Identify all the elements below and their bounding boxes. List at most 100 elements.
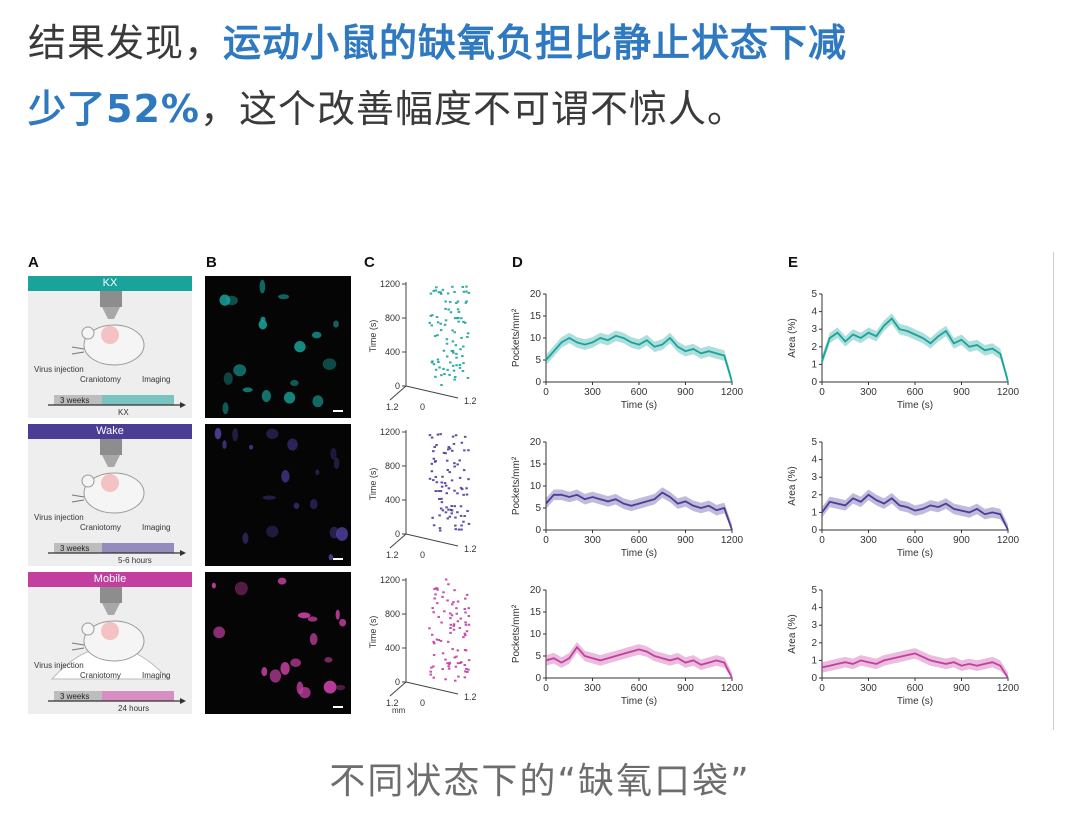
raster-event <box>459 617 463 620</box>
series-line <box>821 652 1009 679</box>
error-band <box>546 330 732 382</box>
raster-event <box>454 528 457 531</box>
raster-event <box>462 469 466 472</box>
raster-event <box>433 642 436 645</box>
raster-event <box>467 522 471 525</box>
raster-event <box>465 487 468 490</box>
raster-event <box>459 486 463 489</box>
line-chart-d-kx: 0 5 10 15 20 0 300 600 900 1200 Time (s) Pockets/mm… <box>510 276 750 418</box>
whiskers-icon <box>71 494 85 503</box>
x-tick-label: 0 <box>819 387 825 398</box>
raster-event <box>458 366 462 369</box>
raster-event <box>439 329 443 332</box>
raster-event <box>467 449 470 452</box>
hypoxic-pocket-spot <box>293 502 300 509</box>
raster-ytick-label: 800 <box>385 461 400 471</box>
raster-event <box>438 498 441 501</box>
hypoxic-pocket-spot <box>258 319 268 330</box>
raster-xtick-right: 1.2 <box>464 544 477 554</box>
figure-right-border <box>1053 252 1054 730</box>
hypoxic-pocket-spot <box>309 498 318 510</box>
raster-event <box>432 289 436 292</box>
y-tick-label: 15 <box>530 607 542 618</box>
error-band <box>822 313 1008 382</box>
raster-ytick-label: 400 <box>385 495 400 505</box>
raster-event <box>447 665 450 668</box>
raster-event <box>458 459 461 462</box>
raster-event <box>457 675 460 678</box>
raster-event <box>464 634 467 637</box>
raster-event <box>451 364 455 367</box>
x-tick-label: 300 <box>860 535 877 546</box>
raster-event <box>446 599 449 602</box>
y-tick-label: 5 <box>811 289 817 300</box>
x-tick-label: 0 <box>543 683 549 694</box>
y-tick-label: 0 <box>811 525 817 536</box>
timeline-imaging-label: Imaging <box>142 375 170 384</box>
line-chart-d-wake: 0 5 10 15 20 0 300 600 900 1200 Time (s) Pockets/mm… <box>510 424 750 566</box>
raster-event <box>453 489 456 492</box>
hypoxic-pocket-spot <box>249 444 254 450</box>
raster-event <box>450 614 454 617</box>
raster-ytick-label: 1200 <box>380 427 400 437</box>
raster-event <box>463 449 466 452</box>
raster-event <box>432 450 435 453</box>
y-tick-label: 20 <box>530 289 542 300</box>
hypoxic-pocket-spot <box>330 447 337 460</box>
scale-bar <box>333 558 343 560</box>
raster-event <box>451 435 455 438</box>
raster-event <box>453 331 457 334</box>
x-tick-label: 0 <box>543 387 549 398</box>
hypoxic-pocket-spot <box>290 379 299 387</box>
hypoxic-pocket-spot <box>335 609 340 620</box>
raster-event <box>428 434 432 437</box>
raster-event <box>429 670 432 673</box>
panel-label-a: A <box>28 254 39 271</box>
x-tick-label: 900 <box>677 683 694 694</box>
hypoxic-pocket-spot <box>222 440 227 449</box>
panel-label-b: B <box>206 254 217 271</box>
raster-event <box>441 509 445 512</box>
raster-event <box>455 317 459 320</box>
raster-event <box>449 626 452 629</box>
raster-event <box>453 505 457 508</box>
raster-event <box>448 471 451 474</box>
raster-event <box>445 506 448 509</box>
raster-event <box>452 369 456 372</box>
raster-event <box>447 308 450 311</box>
raster-xtick-right: 1.2 <box>464 396 477 406</box>
raster-ytick-label: 1200 <box>380 279 400 289</box>
raster-event <box>452 442 456 445</box>
x-tick-label: 600 <box>631 683 648 694</box>
hypoxic-pocket-spot <box>262 495 276 500</box>
y-tick-label: 5 <box>535 503 541 514</box>
y-axis-label: Pockets/mm² <box>511 604 522 663</box>
raster-event <box>443 372 446 375</box>
raster-event <box>455 655 458 658</box>
x-axis-label: Time (s) <box>621 400 657 411</box>
raster-event <box>445 459 449 462</box>
raster-event <box>452 601 455 604</box>
hypoxic-pocket-spot <box>232 428 239 442</box>
raster-event <box>456 620 460 623</box>
raster-event <box>428 321 431 324</box>
raster-event <box>430 666 433 669</box>
raster-event <box>465 290 468 293</box>
raster-ylabel: Time (s) <box>368 468 378 501</box>
raster-event <box>467 291 471 294</box>
y-tick-label: 0 <box>535 377 541 388</box>
raster-event <box>463 632 467 635</box>
schematic-kx: KX Virus injection Craniotomy Imaging 3 week… <box>28 276 192 418</box>
hypoxic-pocket-spot <box>261 666 268 677</box>
raster-event <box>434 587 438 590</box>
x-tick-label: 900 <box>953 387 970 398</box>
raster-event <box>434 490 438 493</box>
hypoxic-pocket-spot <box>281 470 290 483</box>
raster-event <box>448 361 452 364</box>
raster-ytick-label: 0 <box>395 677 400 687</box>
hypoxic-pocket-spot <box>290 658 302 668</box>
raster-event <box>453 656 456 659</box>
hypoxic-pocket-spot <box>242 387 253 393</box>
raster-event <box>435 638 439 641</box>
raster-event <box>447 487 451 490</box>
